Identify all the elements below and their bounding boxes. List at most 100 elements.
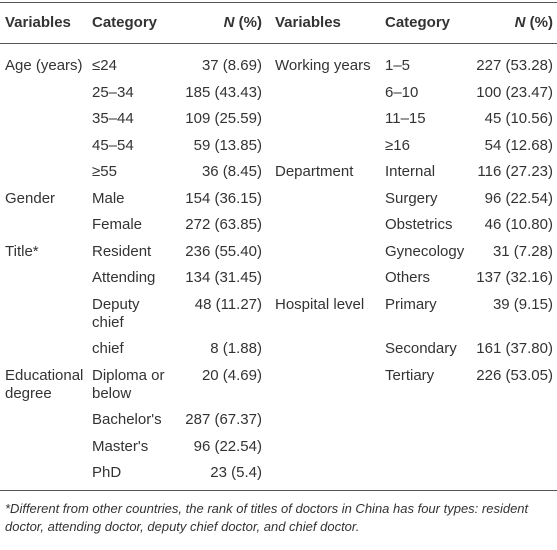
variable-cell xyxy=(0,106,87,133)
header-symbol: N xyxy=(514,14,526,31)
variable-cell: Department xyxy=(275,163,354,180)
header-unit: (%) xyxy=(238,14,262,31)
data-table: Variables Category N (%) Variables Categ… xyxy=(0,2,557,491)
count-cell: 137 (32.16) xyxy=(476,269,553,286)
category-cell: Master's xyxy=(92,437,149,455)
category-cell: Male xyxy=(92,189,125,207)
table-row: Female 272 (63.85) Obstetrics 46 (10.80) xyxy=(0,212,557,239)
header-cell: Category xyxy=(380,2,470,44)
category-cell: Tertiary xyxy=(385,366,435,384)
category-cell: Obstetrics xyxy=(385,216,453,233)
table-row: Bachelor's 287 (67.37) xyxy=(0,407,557,434)
count-cell: 23 (5.4) xyxy=(175,460,270,491)
header-row: Variables Category N (%) Variables Categ… xyxy=(0,2,557,44)
category-cell: Internal xyxy=(385,163,436,180)
table-row: 45–54 59 (13.85) ≥16 54 (12.68) xyxy=(0,133,557,160)
table-row: Educational degree Diploma or below 20 (4.… xyxy=(0,363,557,408)
variable-cell xyxy=(270,133,380,160)
count-cell: 37 (8.69) xyxy=(201,57,262,74)
category-cell: Secondary xyxy=(385,340,457,357)
category-cell: Attending xyxy=(92,269,156,286)
variable-cell xyxy=(270,212,380,239)
variable-cell xyxy=(270,239,380,266)
count-cell: 287 (67.37) xyxy=(185,411,262,428)
category-cell: Resident xyxy=(92,242,152,260)
count-cell: 36 (8.45) xyxy=(201,163,262,180)
count-cell: 39 (9.15) xyxy=(492,295,553,313)
count-cell: 134 (31.45) xyxy=(185,269,262,286)
category-cell: Surgery xyxy=(385,189,438,207)
count-cell: 185 (43.43) xyxy=(185,83,262,101)
table-row: 25–34 185 (43.43) 6–10 100 (23.47) xyxy=(0,80,557,107)
category-cell: ≥55 xyxy=(92,163,117,180)
table-row: Gender Male 154 (36.15) Surgery 96 (22.54) xyxy=(0,186,557,213)
variable-cell xyxy=(0,212,87,239)
category-cell: ≤24 xyxy=(92,57,117,74)
variable-cell xyxy=(0,434,87,461)
category-cell xyxy=(380,407,470,434)
variable-cell xyxy=(270,363,380,408)
count-cell: 20 (4.69) xyxy=(201,366,262,384)
category-cell: Female xyxy=(92,216,143,233)
variable-cell: Hospital level xyxy=(275,295,365,313)
count-cell: 116 (27.23) xyxy=(477,163,553,180)
variable-cell xyxy=(270,407,380,434)
count-cell: 154 (36.15) xyxy=(185,189,262,207)
variable-cell: Age (years) xyxy=(5,57,83,74)
count-cell: 31 (7.28) xyxy=(492,242,553,260)
variable-cell: Working years xyxy=(275,57,371,74)
table-row: chief 8 (1.88) Secondary 161 (37.80) xyxy=(0,336,557,363)
count-cell xyxy=(470,434,557,461)
count-cell: 8 (1.88) xyxy=(210,340,262,357)
category-cell: 6–10 xyxy=(385,83,419,101)
category-cell: 1–5 xyxy=(385,57,411,74)
variable-cell: Educational degree xyxy=(5,366,84,402)
table-row: 35–44 109 (25.59) 11–15 45 (10.56) xyxy=(0,106,557,133)
count-cell xyxy=(470,460,557,491)
variable-cell: Title* xyxy=(5,242,39,260)
count-cell: 100 (23.47) xyxy=(476,83,553,101)
table-row: Title* Resident 236 (55.40) Gynecology 31 (7… xyxy=(0,239,557,266)
category-cell: ≥16 xyxy=(385,136,410,154)
category-cell: Bachelor's xyxy=(92,411,162,428)
count-cell: 236 (55.40) xyxy=(185,242,262,260)
category-cell: PhD xyxy=(87,460,175,491)
count-cell: 48 (11.27) xyxy=(194,295,262,313)
table-row: ≥55 36 (8.45) Department Internal 116 (27.23… xyxy=(0,159,557,186)
header-cell: Variables xyxy=(270,2,380,44)
count-cell: 161 (37.80) xyxy=(476,340,553,357)
table-row: Attending 134 (31.45) Others 137 (32.16) xyxy=(0,265,557,292)
variable-cell xyxy=(0,292,87,337)
table-row: Age (years) ≤24 37 (8.69) Working years 1–5 2… xyxy=(0,44,557,80)
count-cell: 46 (10.80) xyxy=(484,216,553,233)
count-cell: 109 (25.59) xyxy=(185,110,262,127)
header-symbol: N xyxy=(223,14,235,31)
variable-cell xyxy=(270,186,380,213)
variable-cell xyxy=(0,460,87,491)
variable-cell xyxy=(270,265,380,292)
category-cell: Deputy chief xyxy=(92,295,140,331)
table-row: Deputy chief 48 (11.27) Hospital level Prim… xyxy=(0,292,557,337)
count-cell: 45 (10.56) xyxy=(484,110,553,127)
category-cell: chief xyxy=(92,340,124,357)
count-cell: 59 (13.85) xyxy=(193,136,262,154)
category-cell: Diploma or below xyxy=(92,366,165,402)
header-cell: Category xyxy=(87,2,175,44)
category-cell: 11–15 xyxy=(385,110,426,127)
count-cell: 54 (12.68) xyxy=(484,136,553,154)
count-cell: 96 (22.54) xyxy=(193,437,262,455)
category-cell: Primary xyxy=(385,295,437,313)
variable-cell xyxy=(0,407,87,434)
variable-cell xyxy=(270,80,380,107)
category-cell xyxy=(380,434,470,461)
count-cell: 96 (22.54) xyxy=(484,189,553,207)
variable-cell: Gender xyxy=(5,189,56,207)
variable-cell xyxy=(270,336,380,363)
count-cell: 272 (63.85) xyxy=(185,216,262,233)
table-header: Variables Category N (%) Variables Categ… xyxy=(0,2,557,44)
table-body: Age (years) ≤24 37 (8.69) Working years 1–5 2… xyxy=(0,44,557,491)
count-cell: 226 (53.05) xyxy=(476,366,553,384)
variable-cell xyxy=(270,434,380,461)
header-unit: (%) xyxy=(529,14,553,31)
